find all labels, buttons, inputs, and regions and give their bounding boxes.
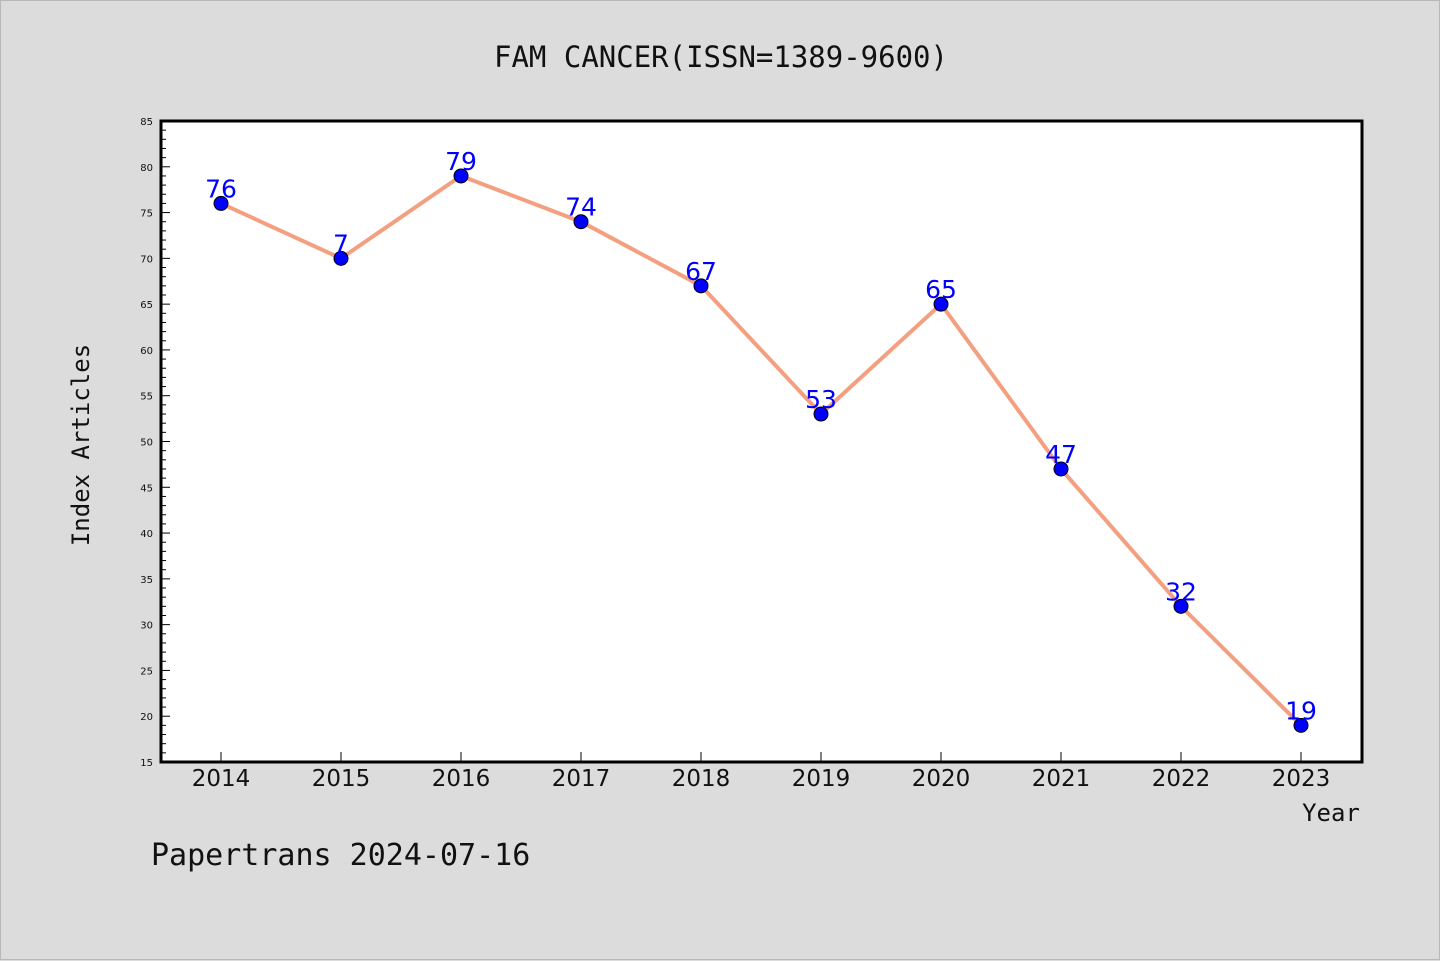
data-label: 76 (205, 174, 237, 203)
y-tick-label: 35 (140, 575, 153, 586)
x-tick-label: 2016 (432, 766, 491, 792)
y-tick-label: 55 (140, 392, 153, 403)
data-point (693, 278, 709, 294)
x-tick-label: 2017 (552, 766, 611, 792)
data-label: 67 (685, 257, 717, 286)
data-point (813, 406, 829, 422)
data-label: 74 (565, 193, 597, 222)
x-tick-label: 2022 (1152, 766, 1211, 792)
x-tick-label: 2019 (792, 766, 851, 792)
y-axis-title: Index Articles (67, 344, 95, 546)
data-point (1173, 598, 1189, 614)
x-tick-label: 2021 (1032, 766, 1091, 792)
x-tick-label: 2020 (912, 766, 971, 792)
data-label: 47 (1045, 440, 1077, 469)
y-tick-label: 45 (140, 483, 153, 494)
y-tick-label: 85 (140, 117, 153, 128)
data-point (1293, 717, 1309, 733)
chart-title: FAM CANCER(ISSN=1389-9600) (494, 40, 948, 74)
y-tick-label: 70 (140, 254, 153, 265)
x-tick-label: 2023 (1272, 766, 1331, 792)
data-labels: 76 7 79 74 67 53 65 47 32 19 (205, 147, 1317, 725)
data-point (213, 195, 229, 211)
x-tick-label: 2014 (192, 766, 251, 792)
data-point (573, 214, 589, 230)
x-tick-label: 2018 (672, 766, 731, 792)
y-tick-label: 25 (140, 666, 153, 677)
y-tick-label: 40 (140, 529, 153, 540)
y-tick-label: 50 (140, 438, 153, 449)
y-tick-label: 65 (140, 300, 153, 311)
data-point (933, 296, 949, 312)
y-tick-label: 30 (140, 621, 153, 632)
data-label: 7 (333, 229, 349, 258)
data-markers (213, 168, 1309, 733)
y-tick-label: 80 (140, 163, 153, 174)
x-axis: 2014 2015 2016 2017 2018 2019 2020 2021 2022 2023 (192, 752, 1331, 792)
series-line (220, 173, 1303, 727)
footer-watermark: Papertrans 2024-07-16 (151, 838, 530, 873)
data-label: 53 (805, 385, 837, 414)
y-tick-label: 15 (140, 758, 153, 769)
data-point (333, 250, 349, 266)
data-label: 19 (1285, 696, 1317, 725)
x-tick-label: 2015 (312, 766, 371, 792)
y-tick-label: 60 (140, 346, 153, 357)
plot-area (159, 119, 1364, 764)
y-axis: 15 20 25 30 35 40 45 50 55 60 65 70 75 80 85 (140, 117, 170, 769)
data-label: 79 (445, 147, 477, 176)
data-point (1053, 461, 1069, 477)
data-label: 65 (925, 275, 957, 304)
y-tick-label: 75 (140, 209, 153, 220)
x-axis-title: Year (1302, 799, 1360, 827)
y-tick-label: 20 (140, 712, 153, 723)
data-point (453, 168, 469, 184)
data-label: 32 (1165, 577, 1197, 606)
